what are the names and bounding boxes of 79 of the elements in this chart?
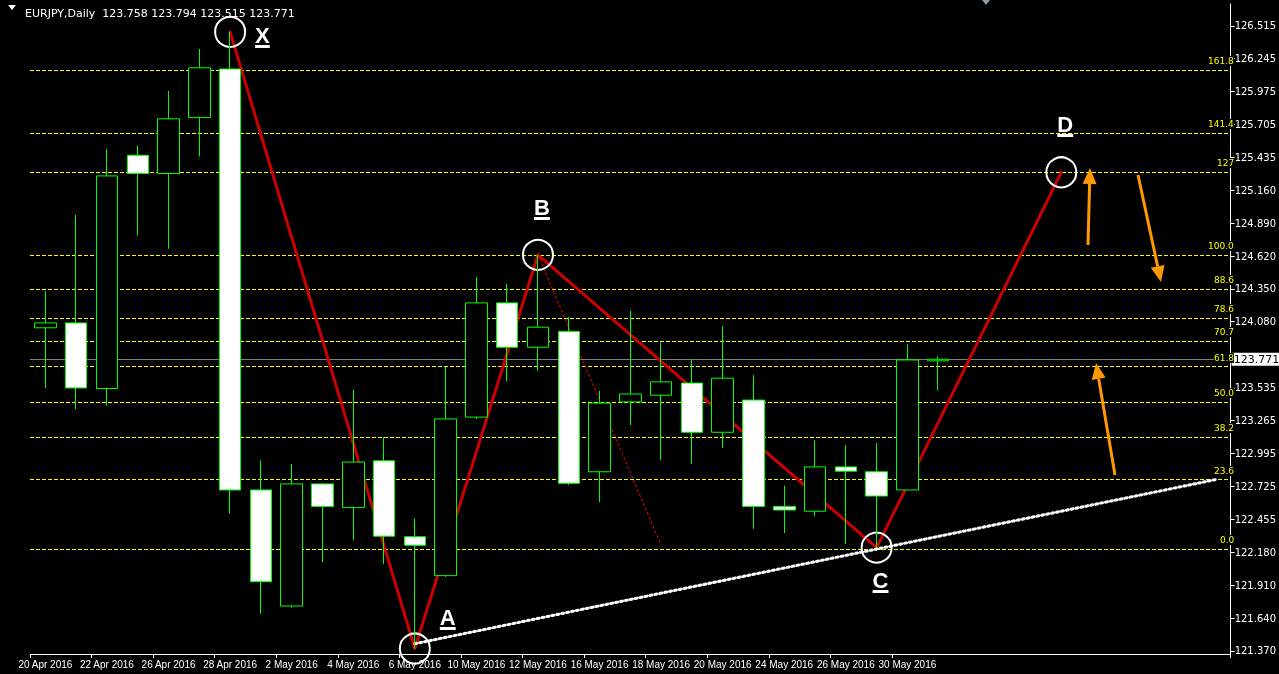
x-tick-label: 22 Apr 2016 (80, 658, 135, 670)
candlestick (434, 366, 457, 578)
x-tick-label: 26 May 2016 (816, 658, 876, 670)
annotation: 61.8 (1214, 352, 1235, 363)
annotation: 100.0 (1208, 240, 1234, 251)
x-tick-label: 28 Apr 2016 (203, 658, 258, 670)
x-tick-label: 30 May 2016 (878, 658, 937, 670)
candlestick (742, 374, 765, 530)
y-tick-label: 125.435 (1234, 151, 1277, 163)
x-tick-label: 20 Apr 2016 (18, 658, 73, 670)
annotation: D (1057, 112, 1074, 139)
y-tick-label: 124.620 (1234, 250, 1277, 262)
x-tick-label: 26 Apr 2016 (141, 658, 196, 670)
x-tick-label: 4 May 2016 (327, 658, 380, 670)
candlestick (896, 343, 919, 491)
x-tick-label: 2 May 2016 (265, 658, 319, 670)
candlestick (835, 444, 857, 545)
annotation: 38.2 (1214, 423, 1235, 434)
y-tick-label: 124.080 (1234, 316, 1277, 328)
candlestick (373, 436, 395, 565)
y-tick-label: 121.370 (1234, 645, 1277, 657)
candlestick (588, 390, 611, 503)
x-tick-label: 20 May 2016 (693, 658, 753, 670)
candlestick (157, 90, 180, 250)
y-tick-label: 123.265 (1234, 415, 1277, 427)
x-tick-label: 12 May 2016 (509, 658, 568, 670)
candlestick (681, 359, 703, 465)
candlestick (927, 355, 949, 391)
y-tick-label: 122.180 (1234, 547, 1277, 559)
x-tick-label: 24 May 2016 (755, 658, 814, 670)
y-tick-label: 126.245 (1234, 53, 1277, 65)
annotation: A (439, 604, 456, 631)
y-tick-label: 125.160 (1234, 185, 1277, 196)
x-tick-label: 6 May 2016 (388, 658, 442, 670)
y-tick-label: 121.640 (1234, 612, 1277, 624)
y-tick-label: 124.890 (1234, 217, 1277, 229)
candlestick (773, 485, 796, 534)
annotation: 88.6 (1214, 274, 1235, 285)
chart-title: EURJPY,Daily 123.758 123.794 123.515 123.771 (25, 7, 295, 20)
candlestick (250, 459, 272, 615)
annotation: 161.8 (1208, 56, 1234, 67)
y-tick-label: 125.705 (1234, 118, 1277, 130)
annotation: 50.0 (1214, 387, 1235, 398)
x-tick-label: 18 May 2016 (632, 658, 691, 670)
annotation: 23.6 (1214, 465, 1235, 476)
annotation: 127 (1217, 158, 1235, 169)
candlestick (65, 214, 87, 410)
y-tick-label: 122.995 (1234, 448, 1277, 460)
annotation: 141.4 (1208, 119, 1234, 130)
y-tick-label: 122.455 (1234, 513, 1277, 525)
candlestick (496, 283, 518, 382)
candlestick (96, 148, 118, 407)
y-tick-label: 121.910 (1234, 579, 1277, 591)
candlestick (127, 145, 149, 236)
candlestick (558, 316, 580, 486)
x-tick-label: 10 May 2016 (447, 658, 506, 670)
candlestick (188, 48, 211, 157)
candlestick (465, 276, 488, 420)
candlestick (650, 341, 672, 461)
y-tick-label: 122.725 (1234, 480, 1277, 492)
y-tick-label: 123.535 (1234, 382, 1277, 394)
candlestick (527, 254, 549, 372)
annotation: 70.7 (1214, 327, 1235, 338)
candlestick (280, 463, 303, 609)
y-tick-label: 126.515 (1234, 20, 1277, 32)
y-tick-label: 124.350 (1234, 283, 1277, 295)
x-tick-label: 16 May 2016 (570, 658, 629, 670)
annotation: 78.6 (1214, 304, 1235, 315)
candlestick (34, 290, 57, 389)
y-tick-label: 125.975 (1234, 85, 1277, 97)
candlestick (804, 439, 826, 517)
candlestick (311, 482, 334, 563)
candlestick (711, 325, 734, 449)
annotation: X (255, 22, 270, 49)
annotation: 0.0 (1220, 534, 1235, 545)
candlestick (619, 310, 642, 426)
annotation: B (533, 194, 550, 221)
annotation: C (872, 567, 889, 594)
candlestick (342, 389, 365, 541)
